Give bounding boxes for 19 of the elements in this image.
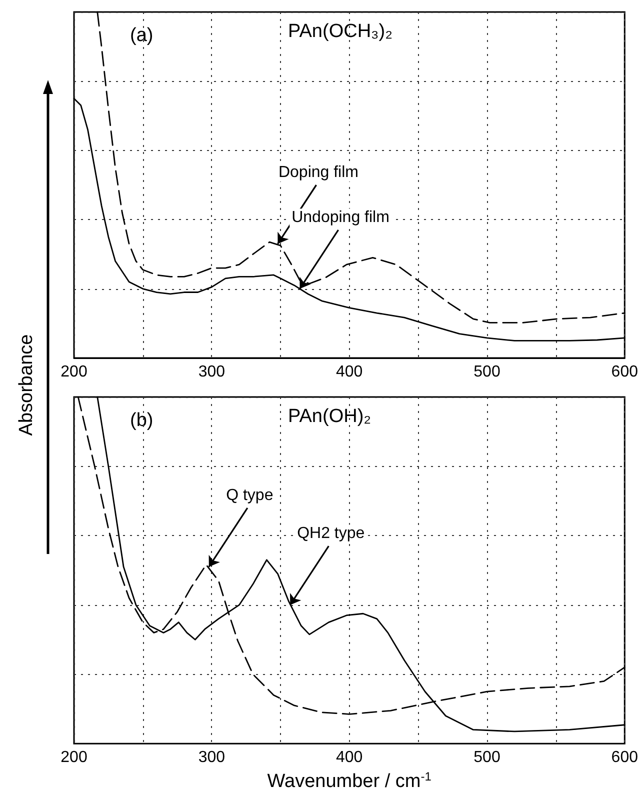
x-tick-label: 200 — [60, 749, 88, 766]
x-tick-label: 300 — [198, 749, 226, 766]
annotation: PAn(OH)₂ — [288, 406, 372, 427]
x-tick-label: 500 — [474, 364, 500, 380]
annotation: Undoping film — [292, 209, 390, 226]
y-axis-title: Absorbance — [16, 333, 38, 438]
annotation: (a) — [130, 25, 154, 46]
annotation: Q type — [226, 487, 274, 504]
x-tick-label: 500 — [474, 749, 500, 766]
annotation: Doping film — [278, 164, 358, 182]
x-tick-label: 600 — [611, 364, 638, 380]
x-tick-label: 200 — [60, 364, 88, 380]
x-tick-label: 300 — [198, 364, 226, 380]
annotation: PAn(OCH₃)₂ — [288, 21, 392, 42]
annotation: (b) — [130, 410, 154, 431]
x-tick-label: 400 — [336, 749, 363, 766]
annotation: QH2 type — [297, 525, 365, 542]
x-tick-label: 600 — [611, 749, 638, 766]
x-tick-label: 400 — [336, 364, 363, 380]
